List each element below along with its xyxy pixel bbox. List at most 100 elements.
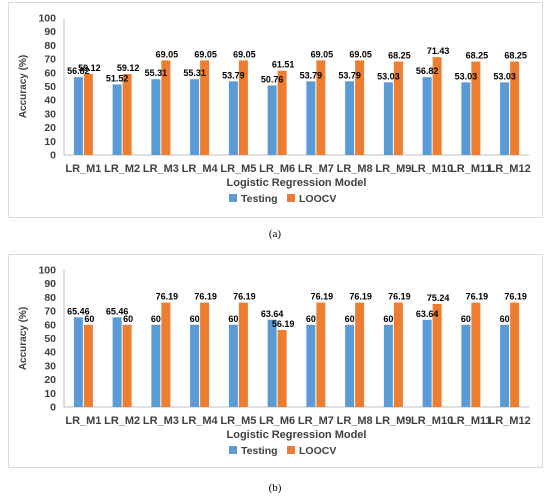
data-label-testing: 53.03 (455, 71, 478, 81)
legend-swatch-testing (229, 194, 237, 202)
data-label-loocv: 68.25 (504, 50, 527, 60)
bar-testing-lr_m4 (190, 79, 200, 155)
bar-loocv-lr_m12 (510, 302, 520, 407)
y-tick-label: 10 (44, 136, 56, 148)
legend-swatch-loocv (287, 194, 295, 202)
x-axis-title: Logistic Regression Model (227, 177, 367, 189)
data-label-loocv: 75.24 (427, 293, 450, 303)
bar-loocv-lr_m9 (393, 302, 403, 407)
y-tick-label: 0 (50, 150, 56, 162)
data-label-loocv: 69.05 (156, 49, 179, 59)
y-tick-label: 100 (38, 265, 56, 277)
bar-testing-lr_m7 (306, 324, 316, 407)
bar-loocv-lr_m5 (238, 302, 248, 407)
y-tick-label: 80 (44, 40, 56, 52)
x-tick-label: LR_M9 (375, 415, 411, 427)
data-label-testing: 65.46 (106, 306, 129, 316)
bar-testing-lr_m4 (190, 324, 200, 407)
y-tick-label: 80 (44, 292, 56, 304)
data-label-testing: 56.82 (416, 66, 439, 76)
data-label-loocv: 61.51 (272, 60, 295, 70)
bar-loocv-lr_m8 (355, 60, 365, 155)
data-label-testing: 60 (383, 314, 393, 324)
x-tick-label: LR_M9 (375, 163, 411, 175)
x-tick-label: LR_M1 (65, 163, 101, 175)
x-tick-label: LR_M8 (337, 163, 373, 175)
x-tick-label: LR_M11 (450, 415, 492, 427)
bar-loocv-lr_m8 (355, 302, 365, 407)
bar-loocv-lr_m2 (122, 74, 132, 155)
bar-testing-lr_m5 (228, 81, 238, 155)
bar-loocv-lr_m10 (432, 57, 442, 155)
y-axis-title: Accuracy (%) (18, 307, 29, 370)
data-label-loocv: 69.05 (194, 49, 217, 59)
data-label-loocv: 68.25 (388, 50, 411, 60)
bar-testing-lr_m2 (112, 84, 122, 155)
bar-testing-lr_m6 (267, 85, 277, 155)
data-label-loocv: 76.19 (388, 292, 411, 302)
y-tick-label: 0 (50, 402, 56, 414)
bar-loocv-lr_m1 (83, 74, 93, 155)
legend-label-loocv: LOOCV (299, 193, 336, 205)
bar-loocv-lr_m7 (316, 302, 326, 407)
bar-loocv-lr_m5 (238, 60, 248, 155)
bar-testing-lr_m7 (306, 81, 316, 155)
bar-testing-lr_m12 (500, 324, 510, 407)
caption-b: (b) (268, 482, 282, 494)
x-tick-label: LR_M12 (489, 163, 531, 175)
x-tick-label: LR_M8 (337, 415, 373, 427)
data-label-loocv: 59.12 (78, 63, 101, 73)
caption-a: (a) (268, 228, 282, 240)
bar-testing-lr_m2 (112, 317, 122, 407)
data-label-testing: 50.76 (261, 74, 284, 84)
bar-chart-b: 010203040506070809010065.4660LR_M165.466… (18, 265, 531, 458)
chart-panel-a: 0 10 20 30 40 50 60 70 80 90 100 56.82 59.12 LR_M1 51.… (8, 2, 543, 218)
x-axis-title: Logistic Regression Model (227, 429, 367, 441)
bar-loocv-lr_m4 (200, 60, 210, 155)
data-label-loocv: 76.19 (233, 292, 256, 302)
data-label-loocv: 76.19 (466, 292, 489, 302)
y-tick-label: 50 (44, 333, 56, 345)
y-tick-label: 90 (44, 26, 56, 38)
x-tick-label: LR_M4 (182, 163, 219, 175)
y-tick-label: 100 (38, 13, 56, 25)
data-label-testing: 60 (345, 314, 355, 324)
y-tick-label: 20 (44, 122, 56, 134)
data-label-testing: 60 (190, 314, 200, 324)
data-label-testing: 60 (151, 314, 161, 324)
y-tick-label: 70 (44, 306, 56, 318)
x-tick-label: LR_M7 (298, 415, 334, 427)
data-label-testing: 60 (228, 314, 238, 324)
y-tick-label: 90 (44, 278, 56, 290)
x-tick-label: LR_M3 (143, 163, 179, 175)
data-label-loocv: 59.12 (117, 63, 140, 73)
data-label-testing: 55.31 (145, 68, 168, 78)
bar-loocv-lr_m11 (471, 302, 481, 407)
x-tick-label: LR_M1 (65, 415, 101, 427)
x-tick-label: LR_M6 (259, 415, 295, 427)
data-label-loocv: 68.25 (466, 50, 489, 60)
data-label-testing: 53.79 (300, 70, 323, 80)
x-tick-label: LR_M5 (220, 415, 256, 427)
data-label-testing: 63.64 (416, 309, 439, 319)
x-tick-label: LR_M4 (182, 415, 219, 427)
y-tick-label: 30 (44, 108, 56, 120)
x-tick-label: LR_M6 (259, 163, 295, 175)
chart-panel-b: 0 10 20 30 40 50 60 70 80 90 100 65.46 60 LR_M1 65.46 6… (8, 254, 543, 468)
data-label-testing: 60 (461, 314, 471, 324)
x-tick-label: LR_M10 (411, 163, 453, 175)
data-label-testing: 60 (500, 314, 510, 324)
bar-loocv-lr_m4 (200, 302, 210, 407)
x-tick-label: LR_M2 (104, 415, 140, 427)
data-label-loocv: 76.19 (311, 292, 334, 302)
bar-testing-lr_m6 (267, 319, 277, 407)
bar-testing-lr_m3 (151, 324, 161, 407)
legend-label-testing: Testing (241, 193, 278, 205)
x-tick-label: LR_M11 (450, 163, 492, 175)
bar-testing-lr_m10 (422, 319, 432, 407)
bar-testing-lr_m10 (422, 77, 432, 155)
bar-testing-lr_m1 (73, 317, 83, 407)
data-label-testing: 63.64 (261, 309, 284, 319)
data-label-loocv: 71.43 (427, 46, 450, 56)
data-label-testing: 56.82 (67, 66, 90, 76)
